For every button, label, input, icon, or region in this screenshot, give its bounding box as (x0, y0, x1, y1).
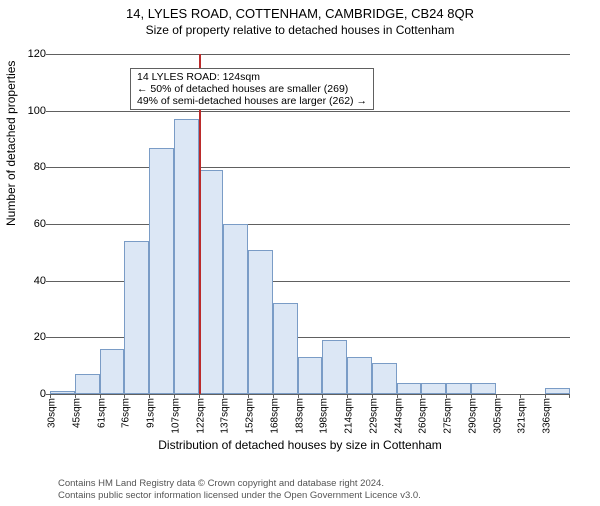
histogram-bar (545, 388, 570, 394)
gridline (50, 54, 570, 55)
ytick-label: 120 (16, 48, 46, 60)
xtick-label: 76sqm (121, 398, 132, 428)
histogram-bar (223, 224, 248, 394)
xtick-label: 260sqm (418, 398, 429, 434)
xtick-label: 198sqm (319, 398, 330, 434)
xtick-label: 168sqm (269, 398, 280, 434)
credits-line-2: Contains public sector information licen… (58, 490, 421, 502)
xtick-label: 336sqm (542, 398, 553, 434)
histogram-bar (248, 250, 273, 395)
gridline (50, 167, 570, 168)
histogram-bar (298, 357, 323, 394)
xtick-label: 183sqm (294, 398, 305, 434)
gridline (50, 224, 570, 225)
chart-area: 02040608010012030sqm45sqm61sqm76sqm91sqm… (50, 54, 570, 434)
ytick-label: 80 (16, 161, 46, 173)
histogram-bar (446, 383, 471, 394)
xtick-label: 214sqm (344, 398, 355, 434)
xtick-label: 244sqm (393, 398, 404, 434)
xtick-label: 122sqm (195, 398, 206, 434)
ytick-label: 0 (16, 388, 46, 400)
xtick-label: 91sqm (146, 398, 157, 428)
xtick-label: 275sqm (443, 398, 454, 434)
ytick-label: 40 (16, 275, 46, 287)
gridline (50, 394, 570, 395)
ytick-label: 60 (16, 218, 46, 230)
histogram-bar (471, 383, 496, 394)
xtick-label: 107sqm (170, 398, 181, 434)
xtick-mark (569, 394, 570, 398)
ytick-mark (46, 281, 50, 282)
ytick-mark (46, 337, 50, 338)
xtick-label: 305sqm (492, 398, 503, 434)
histogram-bar (199, 170, 224, 394)
credits-text: Contains HM Land Registry data © Crown c… (58, 478, 421, 502)
ytick-label: 100 (16, 105, 46, 117)
histogram-bar (50, 391, 75, 394)
histogram-bar (174, 119, 199, 394)
chart-title: 14, LYLES ROAD, COTTENHAM, CAMBRIDGE, CB… (0, 6, 600, 21)
ytick-mark (46, 54, 50, 55)
credits-line-1: Contains HM Land Registry data © Crown c… (58, 478, 421, 490)
xtick-label: 321sqm (517, 398, 528, 434)
histogram-bar (322, 340, 347, 394)
xtick-label: 45sqm (71, 398, 82, 428)
plot-area: 02040608010012030sqm45sqm61sqm76sqm91sqm… (50, 54, 570, 394)
ytick-mark (46, 111, 50, 112)
histogram-bar (75, 374, 100, 394)
histogram-bar (273, 303, 298, 394)
xtick-label: 290sqm (467, 398, 478, 434)
xtick-label: 61sqm (96, 398, 107, 428)
x-axis-label: Distribution of detached houses by size … (0, 438, 600, 452)
histogram-bar (397, 383, 422, 394)
ytick-label: 20 (16, 331, 46, 343)
histogram-bar (421, 383, 446, 394)
histogram-bar (124, 241, 149, 394)
histogram-bar (149, 148, 174, 395)
gridline (50, 111, 570, 112)
y-axis-label: Number of detached properties (4, 61, 18, 226)
histogram-bar (347, 357, 372, 394)
ytick-mark (46, 167, 50, 168)
annotation-box: 14 LYLES ROAD: 124sqm← 50% of detached h… (130, 68, 374, 110)
annotation-line-1: 14 LYLES ROAD: 124sqm (137, 71, 367, 83)
xtick-label: 30sqm (47, 398, 58, 428)
annotation-line-2: ← 50% of detached houses are smaller (26… (137, 83, 367, 95)
annotation-line-3: 49% of semi-detached houses are larger (… (137, 95, 367, 107)
histogram-bar (372, 363, 397, 394)
chart-subtitle: Size of property relative to detached ho… (0, 23, 600, 37)
histogram-bar (100, 349, 125, 394)
xtick-label: 229sqm (368, 398, 379, 434)
ytick-mark (46, 224, 50, 225)
xtick-label: 152sqm (245, 398, 256, 434)
xtick-label: 137sqm (220, 398, 231, 434)
